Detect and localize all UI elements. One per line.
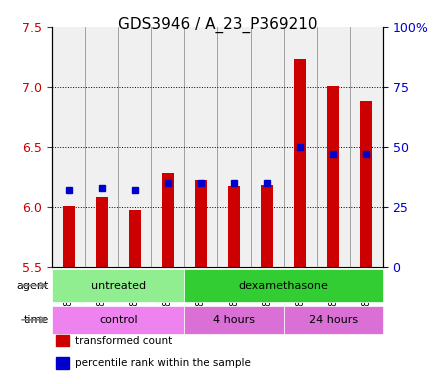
Text: percentile rank within the sample: percentile rank within the sample [75, 358, 251, 368]
Bar [228, 186, 239, 267]
Bar [129, 210, 140, 267]
FancyBboxPatch shape [184, 268, 382, 303]
Bar [261, 185, 272, 267]
Text: untreated: untreated [91, 281, 145, 291]
Text: dexamethasone: dexamethasone [238, 281, 328, 291]
Bar [56, 335, 69, 346]
Bar [63, 205, 74, 267]
Text: 24 hours: 24 hours [308, 315, 357, 325]
Text: GDS3946 / A_23_P369210: GDS3946 / A_23_P369210 [118, 17, 316, 33]
FancyBboxPatch shape [52, 306, 184, 334]
FancyBboxPatch shape [283, 306, 382, 334]
Text: agent: agent [16, 281, 49, 291]
Text: 4 hours: 4 hours [213, 315, 254, 325]
Text: time: time [23, 315, 49, 325]
Bar [360, 101, 371, 267]
FancyBboxPatch shape [184, 306, 283, 334]
Bar [195, 180, 206, 267]
Bar [327, 86, 338, 267]
Bar [162, 173, 173, 267]
Text: control: control [99, 315, 137, 325]
FancyBboxPatch shape [52, 268, 184, 303]
Text: transformed count: transformed count [75, 336, 172, 346]
Bar [96, 197, 107, 267]
Bar [56, 358, 69, 369]
Bar [294, 59, 305, 267]
